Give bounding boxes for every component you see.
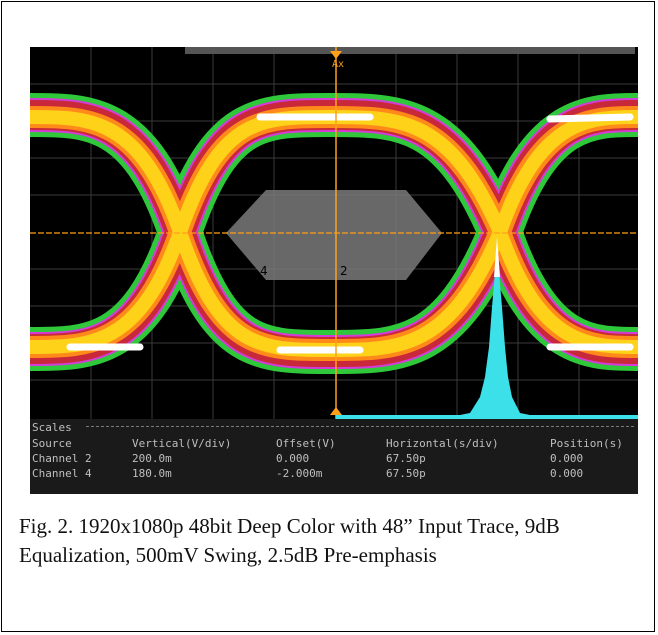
row-position: 0.000	[550, 452, 584, 465]
histogram	[336, 237, 638, 419]
scales-row: Channel 4 180.0m -2.000m 67.50p 0.000	[32, 467, 636, 481]
row-source: Channel 4	[32, 467, 92, 480]
cursor-top-marker[interactable]	[330, 51, 342, 59]
figure-caption: Fig. 2. 1920x1080p 48bit Deep Color with…	[19, 514, 560, 567]
col-offset: Offset(V)	[276, 437, 336, 450]
scales-row: Channel 2 200.0m 0.000 67.50p 0.000	[32, 452, 636, 466]
row-horizontal: 67.50p	[386, 452, 426, 465]
row-vertical: 200.0m	[132, 452, 172, 465]
scales-header-row: Source Vertical(V/div) Offset(V) Horizon…	[32, 437, 636, 451]
scales-title: Scales	[32, 421, 72, 434]
cursor-label: Ax	[332, 59, 344, 70]
cursor-bottom-marker[interactable]	[330, 407, 342, 415]
ref-label-right: 2	[340, 264, 348, 278]
col-position: Position(s)	[550, 437, 623, 450]
row-offset: 0.000	[276, 452, 310, 465]
histogram-peak	[494, 237, 500, 277]
col-vertical: Vertical(V/div)	[132, 437, 232, 450]
row-position: 0.000	[550, 467, 584, 480]
eye-traces	[30, 92, 638, 375]
row-vertical: 180.0m	[132, 467, 172, 480]
col-source: Source	[32, 437, 72, 450]
scales-divider	[86, 426, 634, 427]
row-source: Channel 2	[32, 452, 92, 465]
ref-label-left: 4	[260, 264, 268, 278]
scales-panel: Scales Source Vertical(V/div) Offset(V) …	[30, 419, 638, 494]
col-horizontal: Horizontal(s/div)	[386, 437, 499, 450]
row-horizontal: 67.50p	[386, 467, 426, 480]
eye-diagram: Ax 4 2	[30, 47, 638, 419]
oscilloscope-display: Ax 4 2 Scales Source Vertical(V/div) Off…	[30, 47, 638, 494]
mask-polygon	[226, 190, 442, 280]
row-offset: -2.000m	[276, 467, 323, 480]
trigger-bar	[185, 47, 635, 54]
